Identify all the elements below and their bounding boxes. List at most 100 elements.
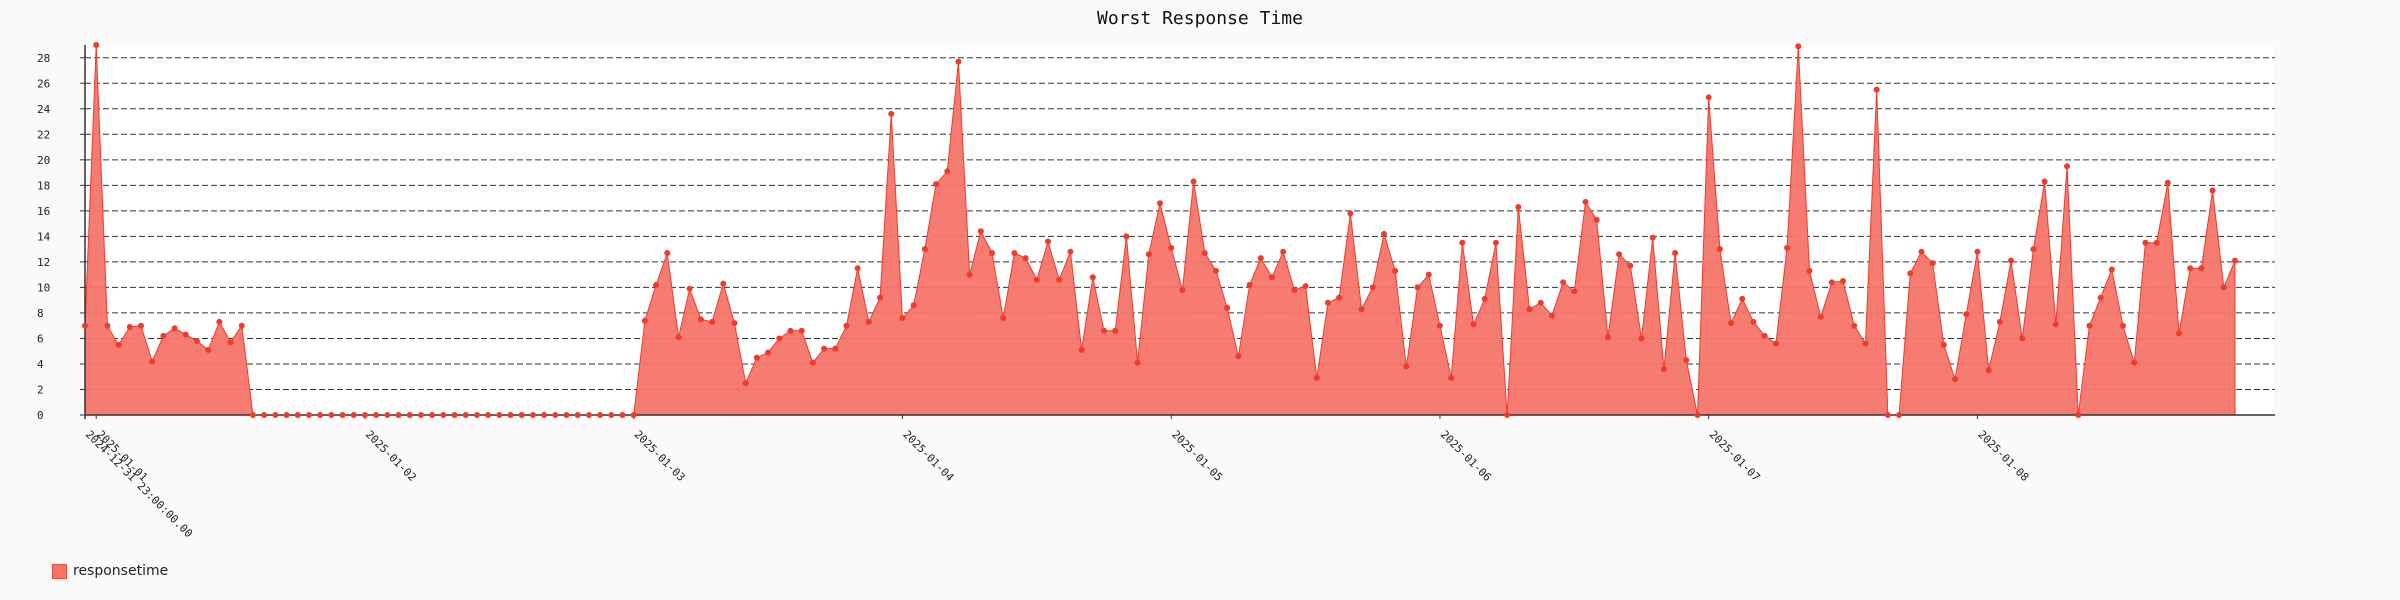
data-point [630, 412, 637, 418]
data-point [2142, 239, 2149, 246]
data-point [1873, 86, 1880, 93]
data-point [1806, 267, 1813, 274]
data-point [1963, 311, 1970, 318]
data-point [529, 412, 536, 418]
data-point [361, 412, 368, 418]
data-point [686, 285, 693, 292]
data-point [574, 412, 581, 418]
data-point [955, 58, 962, 65]
data-point [888, 110, 895, 117]
data-point [1526, 306, 1533, 313]
data-point [1705, 94, 1712, 101]
data-point [787, 327, 794, 334]
data-point [798, 327, 805, 334]
data-point [451, 412, 458, 418]
legend[interactable]: responsetime [52, 563, 168, 579]
data-point [854, 265, 861, 272]
y-tick-label: 0 [37, 409, 44, 422]
data-point [1212, 267, 1219, 274]
data-point [137, 322, 144, 329]
data-point [1560, 279, 1567, 286]
data-point [518, 412, 525, 418]
data-point [1952, 376, 1959, 383]
data-point [541, 412, 548, 418]
data-point [2064, 163, 2071, 170]
data-point [2198, 265, 2205, 272]
data-point [1145, 251, 1152, 258]
data-point [1235, 353, 1242, 360]
data-point [1828, 279, 1835, 286]
data-point [82, 322, 88, 329]
data-point [2120, 322, 2127, 329]
data-point [2187, 265, 2194, 272]
data-point [2232, 257, 2238, 264]
data-point [832, 345, 839, 352]
data-point [709, 318, 716, 325]
axis-layer [80, 45, 2275, 419]
data-point [2209, 187, 2216, 194]
x-tick-label: 2025-01-08 [1975, 428, 2031, 484]
data-point [1168, 244, 1175, 251]
data-point [339, 412, 346, 418]
chart-title: Worst Response Time [1097, 8, 1303, 29]
y-tick-label: 2 [37, 383, 44, 396]
y-tick-label: 26 [37, 77, 50, 90]
x-tick-label: 2025-01-05 [1169, 428, 1225, 484]
data-point [1045, 238, 1052, 245]
data-point [350, 412, 357, 418]
data-point [899, 315, 906, 322]
data-point [317, 412, 324, 418]
data-point [1974, 248, 1981, 255]
data-point [171, 325, 178, 332]
data-point [1784, 244, 1791, 251]
y-tick-label: 28 [37, 52, 50, 65]
data-point [227, 339, 234, 346]
data-point [1884, 412, 1891, 418]
data-point [2176, 330, 2183, 337]
data-point [1604, 334, 1611, 341]
data-point [1313, 375, 1320, 381]
data-point [1179, 286, 1186, 293]
data-point [1851, 322, 1858, 329]
data-point [742, 380, 749, 387]
data-point [1157, 200, 1163, 207]
data-point [843, 322, 850, 329]
data-point [563, 412, 570, 418]
data-point [1033, 276, 1040, 283]
data-point [1224, 304, 1231, 311]
data-point [485, 412, 492, 418]
data-point [821, 345, 828, 352]
data-point [597, 412, 604, 418]
data-point [731, 320, 738, 327]
data-point [305, 412, 312, 418]
data-point [1481, 295, 1488, 302]
data-point [496, 412, 503, 418]
data-point [1190, 178, 1197, 185]
data-point [1593, 216, 1600, 223]
data-point [1504, 412, 1511, 418]
data-point [395, 412, 402, 418]
data-point [1358, 306, 1365, 313]
data-point [2086, 322, 2093, 329]
data-point [1896, 412, 1903, 418]
data-point [608, 412, 615, 418]
data-point [429, 412, 436, 418]
data-point [2008, 257, 2015, 264]
data-point [641, 317, 648, 324]
data-point [373, 412, 380, 418]
data-point [249, 412, 256, 418]
data-point [776, 335, 783, 342]
data-point [1694, 412, 1701, 418]
data-point [1492, 239, 1499, 246]
data-point [619, 412, 626, 418]
data-point [272, 412, 279, 418]
data-point [473, 412, 480, 418]
data-point [1728, 320, 1735, 327]
data-point [1683, 357, 1690, 364]
data-point [877, 294, 884, 301]
data-point [1996, 318, 2003, 325]
y-tick-label: 16 [37, 205, 50, 218]
data-point [1515, 204, 1522, 211]
data-point [1660, 366, 1667, 373]
